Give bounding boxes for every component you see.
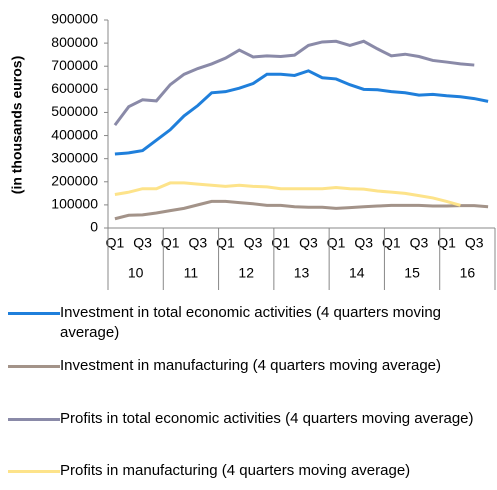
y-tick-label: 100000 xyxy=(51,196,98,212)
x-tick-label: Q1 xyxy=(161,235,180,251)
x-group-label: 11 xyxy=(184,265,199,281)
x-tick-label: Q3 xyxy=(133,235,152,251)
series-line xyxy=(114,199,489,221)
y-tick-label: 400000 xyxy=(51,126,98,142)
series-line xyxy=(114,69,489,156)
series-line xyxy=(114,181,461,207)
legend-swatch xyxy=(8,312,60,315)
y-tick-label: 500000 xyxy=(51,103,98,119)
x-group-label: 13 xyxy=(294,265,310,281)
x-tick-label: Q3 xyxy=(410,235,429,251)
x-tick-label: Q3 xyxy=(299,235,318,251)
x-tick-label: Q1 xyxy=(271,235,290,251)
y-tick-label: 700000 xyxy=(51,57,98,73)
x-group-label: 15 xyxy=(404,265,420,281)
x-tick-label: Q3 xyxy=(465,235,484,251)
legend-entry: Profits in total economic activities (4 … xyxy=(8,409,488,429)
chart: (in thousands euros) 0 100000 200000 300000… xyxy=(9,11,496,290)
y-tick-label: 900000 xyxy=(51,11,98,27)
x-group-label: 12 xyxy=(238,265,254,281)
series-line xyxy=(113,39,475,127)
x-tick-label: Q1 xyxy=(382,235,401,251)
legend-entry: Profits in manufacturing (4 quarters mov… xyxy=(8,461,488,481)
x-group-label: 14 xyxy=(349,265,365,281)
legend-label: Investment in total economic activities … xyxy=(60,304,441,341)
y-tick-label: 200000 xyxy=(51,172,98,188)
legend-label: Investment in manufacturing (4 quarters … xyxy=(60,357,442,374)
y-tick-label: 0 xyxy=(90,219,98,235)
legend-label: Profits in total economic activities (4 … xyxy=(60,410,474,427)
legend-swatch xyxy=(8,470,60,473)
legend-swatch xyxy=(8,365,60,368)
legend-swatch xyxy=(8,418,60,421)
y-tick-label: 800000 xyxy=(51,34,98,50)
x-tick-label: Q3 xyxy=(244,235,263,251)
legend-label: Profits in manufacturing (4 quarters mov… xyxy=(60,462,411,479)
x-tick-label: Q1 xyxy=(106,235,125,251)
x-group-label: 16 xyxy=(460,265,476,281)
x-tick-label: Q1 xyxy=(327,235,346,251)
x-group-label: 10 xyxy=(128,265,144,281)
x-tick-label: Q3 xyxy=(188,235,207,251)
legend-entry: Investment in total economic activities … xyxy=(8,303,488,343)
x-tick-label: Q1 xyxy=(216,235,235,251)
y-tick-label: 300000 xyxy=(51,149,98,165)
legend-entry: Investment in manufacturing (4 quarters … xyxy=(8,356,488,376)
x-tick-label: Q1 xyxy=(437,235,456,251)
y-axis-label: (in thousands euros) xyxy=(9,56,25,194)
x-tick-label: Q3 xyxy=(354,235,373,251)
y-tick-label: 600000 xyxy=(51,80,98,96)
